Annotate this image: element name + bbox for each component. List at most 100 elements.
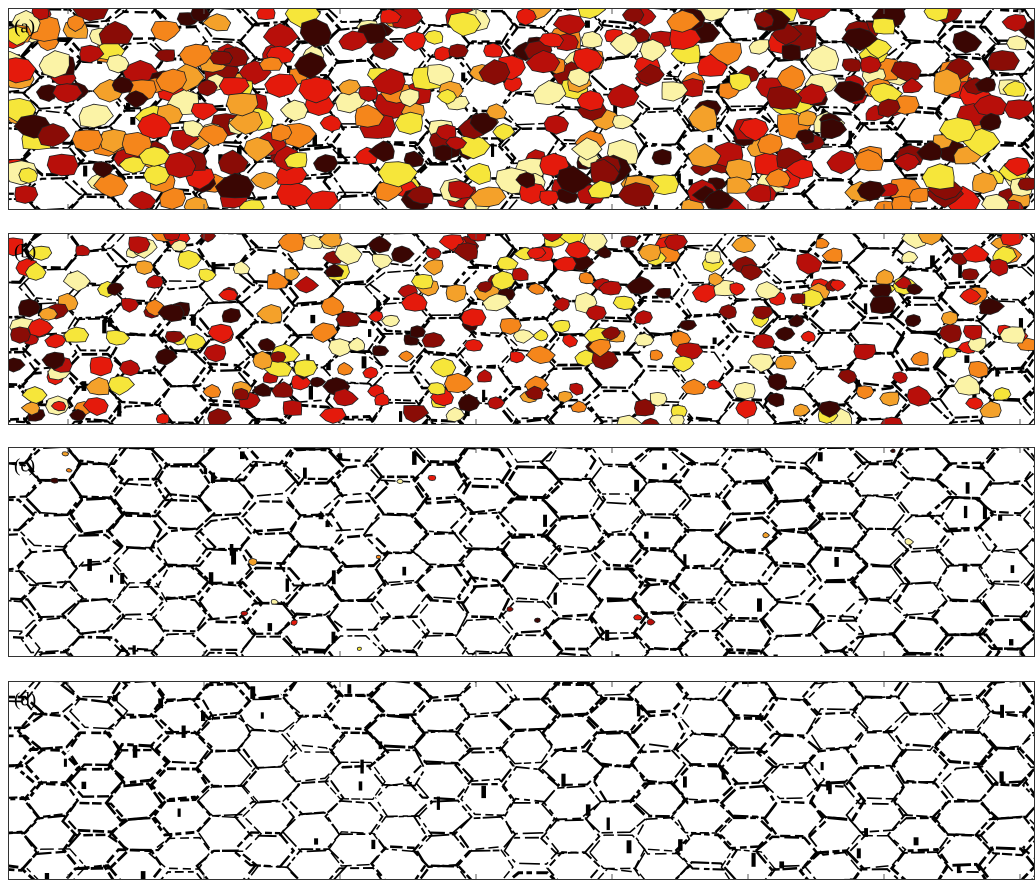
colored-grain (870, 296, 896, 314)
junction (662, 463, 667, 469)
colored-grain (294, 360, 317, 377)
junction (306, 354, 309, 360)
junction (399, 411, 402, 422)
junction (914, 837, 919, 845)
panel-label: (d) (14, 689, 36, 710)
panel-bg (8, 681, 1035, 880)
junction (821, 762, 824, 770)
junction (958, 264, 962, 278)
junction (412, 452, 416, 465)
junction (209, 572, 214, 584)
colored-grain (961, 269, 979, 281)
panel-label: (c) (14, 455, 35, 476)
junction (586, 804, 591, 815)
colored-grain (422, 333, 445, 348)
junction (178, 809, 181, 817)
junction (963, 564, 968, 572)
junction (482, 390, 485, 402)
junction (133, 745, 138, 758)
junction (637, 706, 640, 716)
junction (402, 567, 406, 576)
junction (849, 131, 852, 145)
colored-grain (534, 618, 540, 623)
colored-grain (241, 611, 248, 616)
junction (201, 712, 205, 721)
junction (1011, 565, 1015, 573)
junction (337, 148, 341, 159)
colored-grain (449, 44, 468, 58)
junction (83, 166, 87, 177)
colored-grain (283, 400, 302, 415)
junction (1009, 639, 1013, 645)
junction (102, 320, 106, 333)
junction (966, 482, 970, 494)
junction (605, 630, 609, 641)
junction (826, 781, 830, 791)
junction (113, 695, 118, 701)
junction (1000, 771, 1004, 783)
panel-label: (b) (14, 241, 36, 262)
junction (310, 315, 315, 323)
junction (561, 774, 565, 787)
junction (998, 515, 1002, 521)
junction (379, 741, 383, 749)
colored-grain (428, 383, 446, 395)
junction (191, 314, 196, 325)
junction (995, 369, 999, 377)
colored-grain (410, 326, 425, 338)
junction (708, 135, 713, 142)
junction (108, 318, 112, 327)
colored-grain (19, 168, 38, 184)
junction (319, 513, 324, 519)
junction (303, 468, 307, 479)
panel-bg (8, 447, 1035, 657)
junction (158, 698, 163, 708)
colored-grain (861, 56, 882, 73)
colored-grain (941, 311, 958, 325)
junction (332, 570, 336, 584)
figure: (a) (b) (c) (d) (0, 0, 1035, 880)
junction (779, 861, 784, 868)
junction (554, 593, 557, 605)
junction (286, 579, 289, 592)
colored-grain (973, 172, 998, 193)
junction (607, 818, 610, 831)
colored-grain (428, 475, 436, 480)
junction (309, 386, 313, 400)
junction (834, 557, 838, 567)
colored-grain (461, 309, 486, 327)
colored-grain (910, 188, 928, 202)
colored-grain (540, 191, 559, 206)
junction (678, 839, 682, 851)
junction (332, 632, 336, 643)
junction (964, 506, 967, 518)
colored-grain (650, 392, 667, 406)
colored-grain (446, 285, 466, 302)
colored-grain (434, 145, 452, 162)
junction (644, 532, 648, 539)
page: (a)(b)(c)(d) (() => { const data = JSON.… (0, 0, 1035, 880)
colored-grain (705, 251, 720, 263)
junction (64, 759, 67, 767)
panel-label: (a) (14, 16, 35, 37)
junction (359, 781, 363, 790)
colored-grain (1007, 36, 1027, 50)
junction (722, 771, 726, 780)
junction (268, 623, 272, 631)
junction (368, 329, 371, 337)
colored-grain (782, 44, 800, 60)
junction (491, 144, 494, 157)
junction (110, 575, 113, 583)
junction (983, 506, 987, 519)
junction (82, 782, 87, 789)
colored-grain (842, 59, 862, 72)
colored-grain (1000, 327, 1025, 343)
junction (683, 776, 687, 787)
colored-grain (1018, 178, 1035, 191)
colored-grain (210, 51, 233, 65)
colored-grain (90, 357, 113, 376)
colored-grain (873, 18, 895, 34)
colored-grain (652, 149, 671, 165)
junction (141, 871, 146, 880)
junction (964, 355, 969, 363)
